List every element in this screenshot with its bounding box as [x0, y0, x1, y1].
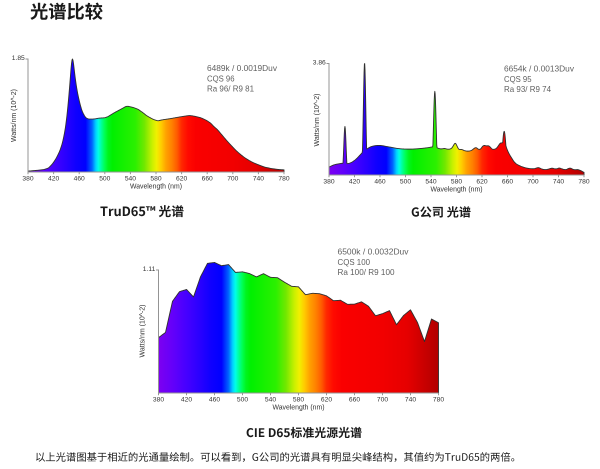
svg-text:Wavelength (nm): Wavelength (nm)	[431, 187, 483, 194]
svg-text:460: 460	[209, 397, 220, 404]
svg-text:740: 740	[405, 397, 416, 404]
svg-text:Watts/nm (10^-2): Watts/nm (10^-2)	[314, 94, 321, 147]
svg-text:6489k / 0.0019Duv: 6489k / 0.0019Duv	[207, 63, 278, 73]
svg-text:Watts/nm (10^-2): Watts/nm (10^-2)	[11, 89, 18, 142]
svg-text:620: 620	[476, 179, 487, 186]
svg-text:700: 700	[227, 176, 238, 183]
svg-text:580: 580	[150, 176, 161, 183]
svg-text:700: 700	[377, 397, 388, 404]
svg-text:540: 540	[265, 397, 276, 404]
svg-text:380: 380	[323, 179, 334, 186]
svg-text:420: 420	[48, 176, 59, 183]
svg-text:500: 500	[400, 179, 411, 186]
svg-text:660: 660	[349, 397, 360, 404]
svg-text:420: 420	[181, 397, 192, 404]
svg-text:460: 460	[74, 176, 85, 183]
svg-text:1.11: 1.11	[143, 266, 156, 273]
svg-text:380: 380	[153, 397, 164, 404]
svg-text:780: 780	[433, 397, 444, 404]
svg-text:500: 500	[237, 397, 248, 404]
svg-text:740: 740	[553, 179, 564, 186]
svg-text:780: 780	[578, 179, 589, 186]
svg-text:580: 580	[451, 179, 462, 186]
svg-text:460: 460	[374, 179, 385, 186]
svg-text:3.86: 3.86	[313, 60, 326, 67]
svg-text:660: 660	[502, 179, 513, 186]
svg-text:CQS 95: CQS 95	[504, 74, 532, 84]
svg-text:500: 500	[99, 176, 110, 183]
svg-text:420: 420	[349, 179, 360, 186]
svg-text:Ra 96/ R9 81: Ra 96/ R9 81	[207, 84, 254, 94]
svg-text:660: 660	[202, 176, 213, 183]
svg-text:Wavelength (nm): Wavelength (nm)	[273, 405, 325, 412]
svg-text:620: 620	[176, 176, 187, 183]
svg-text:780: 780	[278, 176, 289, 183]
svg-text:CQS 96: CQS 96	[207, 73, 235, 83]
svg-text:700: 700	[527, 179, 538, 186]
svg-text:6500k / 0.0032Duv: 6500k / 0.0032Duv	[338, 247, 410, 257]
svg-text:Ra 100/ R9 100: Ra 100/ R9 100	[338, 267, 395, 277]
svg-text:Wavelength (nm): Wavelength (nm)	[130, 184, 182, 191]
svg-text:740: 740	[253, 176, 264, 183]
svg-text:580: 580	[293, 397, 304, 404]
svg-text:CQS 100: CQS 100	[338, 257, 371, 267]
svg-text:540: 540	[425, 179, 436, 186]
svg-text:1.85: 1.85	[12, 55, 25, 62]
svg-text:Watts/nm (10^-2): Watts/nm (10^-2)	[140, 305, 147, 358]
svg-text:Ra 93/ R9 74: Ra 93/ R9 74	[504, 84, 551, 94]
svg-text:620: 620	[321, 397, 332, 404]
svg-text:380: 380	[22, 176, 33, 183]
svg-text:540: 540	[125, 176, 136, 183]
svg-text:6654k / 0.0013Duv: 6654k / 0.0013Duv	[504, 64, 575, 74]
